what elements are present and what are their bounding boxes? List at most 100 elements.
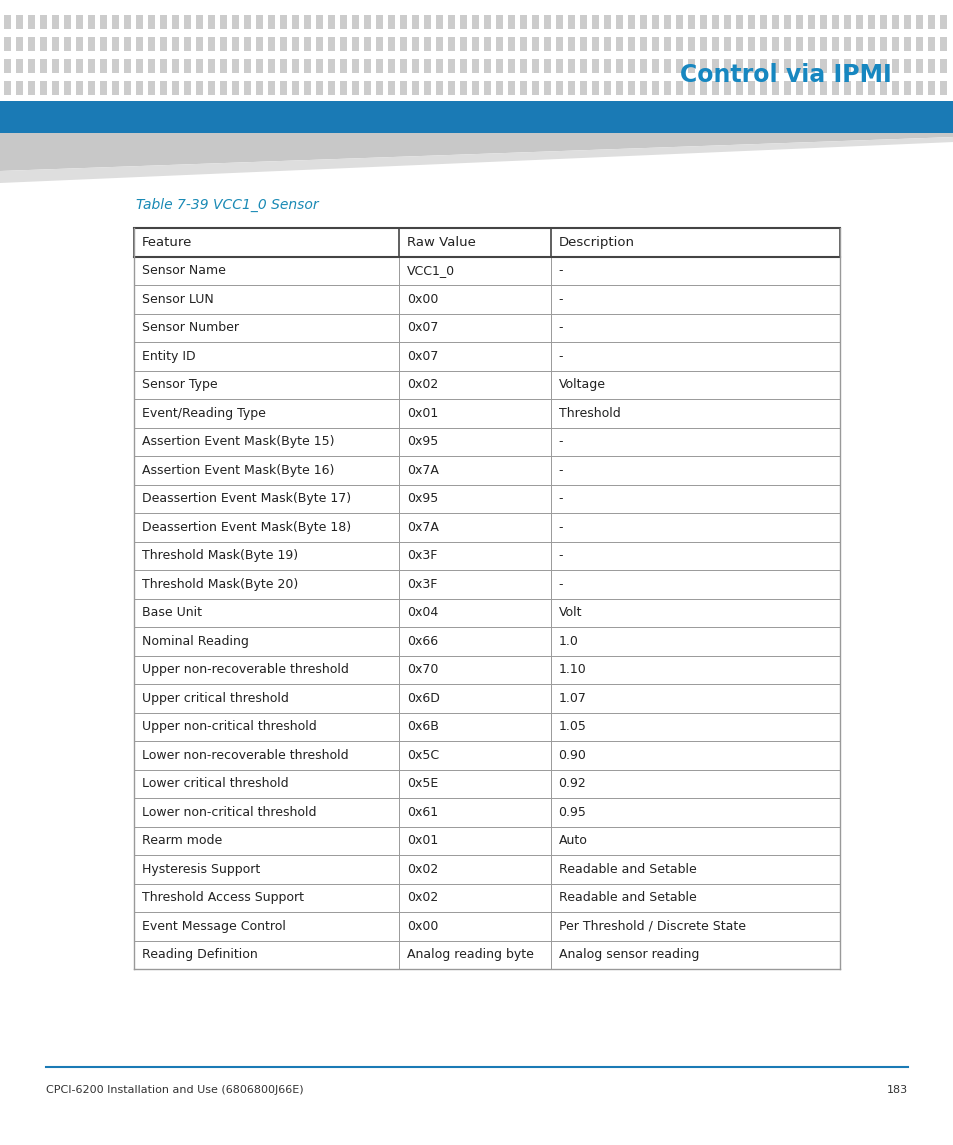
Bar — [711, 37, 719, 52]
Bar — [423, 60, 431, 73]
Bar — [532, 15, 538, 29]
Bar — [616, 15, 622, 29]
Text: -: - — [558, 264, 562, 277]
Bar — [268, 103, 274, 117]
Bar — [723, 15, 730, 29]
Bar — [160, 37, 167, 52]
Bar — [160, 15, 167, 29]
Bar — [939, 15, 946, 29]
Bar — [532, 60, 538, 73]
Text: -: - — [558, 322, 562, 334]
Bar — [399, 37, 407, 52]
Polygon shape — [0, 137, 953, 183]
Text: 0x95: 0x95 — [406, 492, 437, 505]
Bar — [52, 15, 59, 29]
Bar — [567, 60, 575, 73]
Text: 1.0: 1.0 — [558, 634, 578, 648]
Bar — [184, 60, 191, 73]
Bar — [100, 60, 107, 73]
Bar — [592, 15, 598, 29]
Bar — [700, 60, 706, 73]
Bar — [483, 15, 491, 29]
Bar — [760, 81, 766, 95]
Bar — [436, 81, 442, 95]
Bar — [616, 81, 622, 95]
Bar — [64, 60, 71, 73]
Bar — [472, 15, 478, 29]
Bar — [423, 81, 431, 95]
Bar — [651, 81, 659, 95]
Bar — [579, 103, 586, 117]
Text: -: - — [558, 464, 562, 476]
Bar — [339, 37, 347, 52]
Bar — [375, 37, 382, 52]
Bar — [831, 103, 838, 117]
Bar — [663, 60, 670, 73]
Bar — [423, 15, 431, 29]
Bar — [364, 37, 371, 52]
Bar — [927, 81, 934, 95]
Bar — [64, 37, 71, 52]
Bar — [28, 37, 35, 52]
Bar — [124, 15, 131, 29]
Bar — [448, 15, 455, 29]
Bar — [783, 103, 790, 117]
Bar — [112, 60, 119, 73]
Bar — [915, 103, 923, 117]
Bar — [388, 37, 395, 52]
Bar — [483, 37, 491, 52]
Bar — [507, 15, 515, 29]
Bar — [519, 15, 526, 29]
Bar — [891, 81, 898, 95]
Bar — [195, 103, 203, 117]
Bar — [627, 103, 635, 117]
Bar — [399, 81, 407, 95]
Bar — [700, 103, 706, 117]
Bar — [891, 37, 898, 52]
Bar — [388, 60, 395, 73]
Text: Table 7-39 VCC1_0 Sensor: Table 7-39 VCC1_0 Sensor — [136, 198, 318, 212]
Bar — [603, 60, 610, 73]
Bar — [783, 81, 790, 95]
Bar — [807, 15, 814, 29]
Bar — [747, 37, 754, 52]
Bar — [292, 103, 298, 117]
Bar — [687, 81, 695, 95]
Bar — [903, 81, 910, 95]
Bar — [879, 37, 886, 52]
Bar — [268, 60, 274, 73]
Bar — [112, 103, 119, 117]
Text: Threshold Mask(Byte 20): Threshold Mask(Byte 20) — [142, 578, 298, 591]
Polygon shape — [0, 133, 953, 171]
Text: 0.95: 0.95 — [558, 806, 586, 819]
Bar — [556, 103, 562, 117]
Bar — [592, 60, 598, 73]
Bar — [639, 81, 646, 95]
Bar — [543, 103, 551, 117]
Bar — [315, 15, 323, 29]
Bar — [112, 81, 119, 95]
Bar — [160, 60, 167, 73]
Bar — [172, 81, 179, 95]
Bar — [735, 103, 742, 117]
Text: 0x95: 0x95 — [406, 435, 437, 448]
Text: Base Unit: Base Unit — [142, 606, 202, 619]
Bar — [64, 103, 71, 117]
Bar — [339, 81, 347, 95]
Text: Threshold Mask(Byte 19): Threshold Mask(Byte 19) — [142, 550, 297, 562]
Bar — [496, 60, 502, 73]
Text: Assertion Event Mask(Byte 16): Assertion Event Mask(Byte 16) — [142, 464, 334, 476]
Bar — [388, 103, 395, 117]
Text: -: - — [558, 578, 562, 591]
Bar — [891, 60, 898, 73]
Text: Hysteresis Support: Hysteresis Support — [142, 862, 260, 876]
Bar — [280, 15, 287, 29]
Bar — [831, 37, 838, 52]
Bar — [567, 103, 575, 117]
Text: 0x07: 0x07 — [406, 322, 437, 334]
Bar — [220, 15, 227, 29]
Bar — [543, 81, 551, 95]
Text: Per Threshold / Discrete State: Per Threshold / Discrete State — [558, 919, 744, 933]
Bar — [579, 60, 586, 73]
Text: 0x61: 0x61 — [406, 806, 437, 819]
